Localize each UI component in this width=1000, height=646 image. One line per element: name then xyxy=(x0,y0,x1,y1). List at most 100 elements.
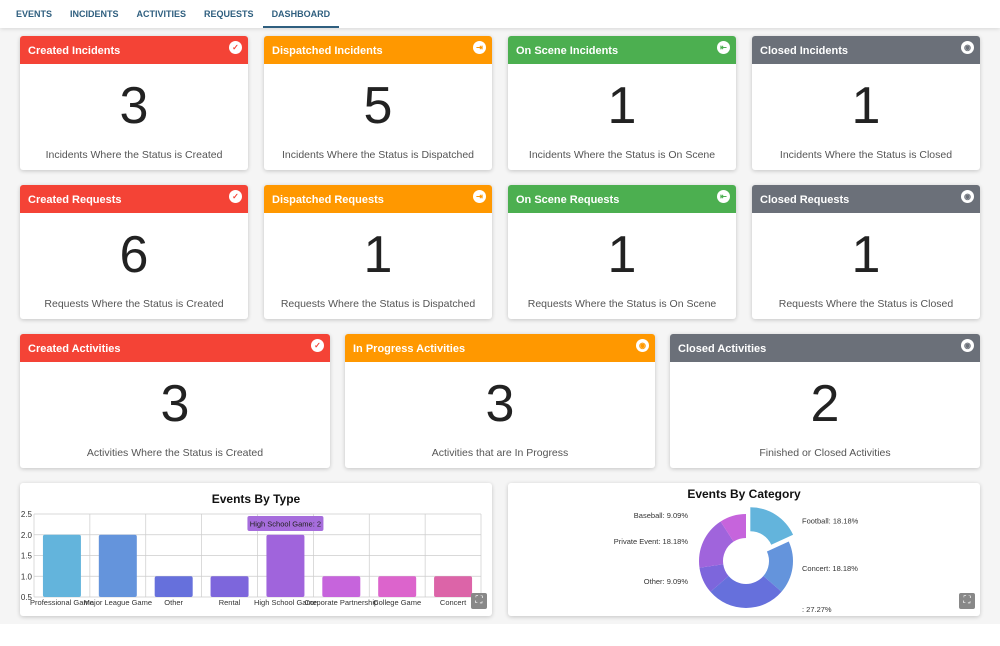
status-card: On Scene Incidents ⇤ 1 Incidents Where the … xyxy=(508,36,736,170)
card-count: 2 xyxy=(810,375,840,433)
stop-circle-icon: ◉ xyxy=(636,339,649,352)
logout-icon: ⇥ xyxy=(473,41,486,54)
login-icon: ⇤ xyxy=(717,41,730,54)
y-tick-label: 1.5 xyxy=(21,552,33,561)
x-tick-label: Professional Game xyxy=(30,598,94,607)
fullscreen-button[interactable]: ⛶ xyxy=(471,593,487,609)
card-header: In Progress Activities ◉ xyxy=(345,334,655,362)
x-tick-label: Rental xyxy=(219,598,241,607)
status-card: Dispatched Incidents ⇥ 5 Incidents Where th… xyxy=(264,36,492,170)
card-subtitle: Requests Where the Status is On Scene xyxy=(527,298,717,310)
card-title: Dispatched Requests xyxy=(272,194,384,206)
card-subtitle: Incidents Where the Status is Dispatched xyxy=(281,149,474,161)
check-icon: ✓ xyxy=(229,41,242,54)
status-card: Created Incidents ✓ 3 Incidents Where the S… xyxy=(20,36,248,170)
bar xyxy=(98,534,137,597)
x-tick-label: High School Game xyxy=(254,598,317,607)
card-subtitle: Finished or Closed Activities xyxy=(759,447,891,459)
check-icon: ✓ xyxy=(311,339,324,352)
stop-circle-icon: ◉ xyxy=(961,190,974,203)
card-header: Created Requests ✓ xyxy=(20,185,248,213)
card-title: Created Activities xyxy=(28,343,121,355)
card-count: 1 xyxy=(607,77,637,135)
card-header: Created Incidents ✓ xyxy=(20,36,248,64)
card-header: Closed Requests ◉ xyxy=(752,185,980,213)
y-tick-label: 2.5 xyxy=(21,510,33,519)
stop-circle-icon: ◉ xyxy=(961,41,974,54)
card-count: 1 xyxy=(851,77,881,135)
card-title: Dispatched Incidents xyxy=(272,45,383,57)
card-header: On Scene Incidents ⇤ xyxy=(508,36,736,64)
card-subtitle: Incidents Where the Status is Closed xyxy=(779,149,953,161)
donut-chart-svg: Football: 18.18% Concert: 18.18%: 27.27% O… xyxy=(614,507,859,614)
donut-slice xyxy=(750,507,794,545)
card-count: 3 xyxy=(119,77,149,135)
slice-label: Concert: 18.18% xyxy=(802,564,858,573)
card-title: Created Requests xyxy=(28,194,122,206)
card-header: Dispatched Incidents ⇥ xyxy=(264,36,492,64)
status-card: Dispatched Requests ⇥ 1 Requests Where the … xyxy=(264,185,492,319)
card-subtitle: Requests Where the Status is Closed xyxy=(778,298,954,310)
card-subtitle: Incidents Where the Status is Created xyxy=(45,149,223,161)
donut-slice xyxy=(763,541,793,592)
status-card: In Progress Activities ◉ 3 Activities that … xyxy=(345,334,655,468)
card-header: Created Activities ✓ xyxy=(20,334,330,362)
stop-circle-icon: ◉ xyxy=(961,339,974,352)
card-count: 3 xyxy=(160,375,190,433)
tab-requests[interactable]: REQUESTS xyxy=(204,9,254,19)
card-title: Created Incidents xyxy=(28,45,121,57)
x-tick-label: Major League Game xyxy=(84,598,152,607)
nav-tabs: EVENTS INCIDENTS ACTIVITIES REQUESTS DASHBOA… xyxy=(0,0,1000,28)
bar xyxy=(42,534,81,597)
card-subtitle: Requests Where the Status is Created xyxy=(44,298,224,310)
chart-title: Events By Type xyxy=(211,492,301,506)
card-count: 1 xyxy=(851,226,881,284)
fullscreen-button[interactable]: ⛶ xyxy=(959,593,975,609)
status-card: Created Requests ✓ 6 Requests Where the Sta… xyxy=(20,185,248,319)
login-icon: ⇤ xyxy=(717,190,730,203)
donut-slice xyxy=(699,521,734,568)
y-tick-label: 1.0 xyxy=(21,572,33,581)
card-title: On Scene Incidents xyxy=(516,45,619,57)
status-card: Closed Activities ◉ 2 Finished or Closed Ac… xyxy=(670,334,980,468)
card-subtitle: Activities that are In Progress xyxy=(431,447,569,459)
status-card: Created Activities ✓ 3 Activities Where the… xyxy=(20,334,330,468)
slice-label: Other: 9.09% xyxy=(644,577,689,586)
events-by-category-chart: Events By Category Football: 18.18% Conce… xyxy=(508,483,980,616)
y-tick-label: 2.0 xyxy=(21,531,33,540)
bar xyxy=(378,576,417,597)
y-tick-label: 0.5 xyxy=(21,593,33,602)
card-count: 5 xyxy=(363,77,393,135)
card-header: Closed Activities ◉ xyxy=(670,334,980,362)
donut-slice xyxy=(699,564,729,592)
bar xyxy=(434,576,473,597)
card-title: Closed Incidents xyxy=(760,45,849,57)
bar xyxy=(154,576,193,597)
card-title: On Scene Requests xyxy=(516,194,620,206)
tab-events[interactable]: EVENTS xyxy=(16,9,53,19)
card-header: Dispatched Requests ⇥ xyxy=(264,185,492,213)
slice-label: : 27.27% xyxy=(802,605,832,614)
bar xyxy=(266,534,305,597)
bar xyxy=(322,576,361,597)
card-subtitle: Activities Where the Status is Created xyxy=(86,447,264,459)
status-card: Closed Incidents ◉ 1 Incidents Where the St… xyxy=(752,36,980,170)
card-header: Closed Incidents ◉ xyxy=(752,36,980,64)
card-header: On Scene Requests ⇤ xyxy=(508,185,736,213)
check-icon: ✓ xyxy=(229,190,242,203)
tab-activities[interactable]: ACTIVITIES xyxy=(136,9,187,19)
card-count: 1 xyxy=(607,226,637,284)
tab-dashboard[interactable]: DASHBOARD xyxy=(262,0,340,28)
tab-incidents[interactable]: INCIDENTS xyxy=(70,9,119,19)
slice-label: Baseball: 9.09% xyxy=(634,511,689,520)
events-by-type-chart: Events By Type 0.5 1.0 1.5 2.0 2.5 Profession… xyxy=(20,483,492,616)
card-subtitle: Requests Where the Status is Dispatched xyxy=(280,298,476,310)
tooltip-text: High School Game: 2 xyxy=(250,520,321,529)
card-title: Closed Activities xyxy=(678,343,767,355)
donut-slice xyxy=(720,514,746,542)
card-title: In Progress Activities xyxy=(353,343,466,355)
tooltip-box xyxy=(247,516,324,531)
logout-icon: ⇥ xyxy=(473,190,486,203)
card-count: 1 xyxy=(363,226,393,284)
